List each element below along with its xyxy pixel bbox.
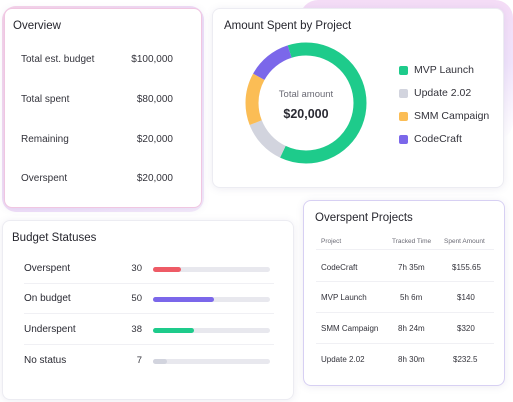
donut-center-label: Total amount <box>278 89 334 100</box>
status-count: 7 <box>136 355 142 366</box>
cell-tracked-time: 7h 35m <box>398 263 425 272</box>
status-progress-fill <box>153 267 182 272</box>
status-progress-fill <box>153 328 194 333</box>
table-row[interactable]: SMM Campaign 8h 24m $320 <box>321 324 491 338</box>
overview-value: $80,000 <box>136 94 173 105</box>
overspent-projects-card: Overspent Projects Project Tracked Time … <box>303 200 505 386</box>
overview-value: $20,000 <box>136 173 173 184</box>
status-progress-fill <box>153 359 168 364</box>
cell-project: SMM Campaign <box>321 324 379 333</box>
status-row-on-budget: On budget 50 <box>24 293 274 307</box>
table-row[interactable]: MVP Launch 5h 6m $140 <box>321 293 491 307</box>
legend-label: CodeCraft <box>414 133 462 145</box>
column-header-spent-amount: Spent Amount <box>444 238 485 245</box>
cell-tracked-time: 8h 30m <box>398 355 425 364</box>
status-divider <box>24 344 274 345</box>
cell-project: Update 2.02 <box>321 355 365 364</box>
legend-swatch <box>399 66 408 75</box>
table-divider <box>316 312 494 313</box>
legend-swatch <box>399 112 408 121</box>
cell-project: MVP Launch <box>321 293 367 302</box>
table-divider <box>316 343 494 344</box>
overview-card: Overview Total est. budget $100,000 Tota… <box>4 8 202 208</box>
cell-spent-amount: $140 <box>457 293 475 302</box>
cell-spent-amount: $155.65 <box>452 263 481 272</box>
overview-value: $100,000 <box>131 54 173 65</box>
donut-chart <box>245 42 367 164</box>
status-progress-track <box>153 267 270 272</box>
status-progress-fill <box>153 297 214 302</box>
amount-spent-title: Amount Spent by Project <box>224 20 352 32</box>
status-label: On budget <box>24 293 71 304</box>
status-divider <box>24 313 274 314</box>
overview-value: $20,000 <box>136 134 173 145</box>
legend-label: SMM Campaign <box>414 110 490 122</box>
status-row-underspent: Underspent 38 <box>24 324 274 338</box>
status-label: Underspent <box>24 324 76 335</box>
budget-statuses-title: Budget Statuses <box>12 232 97 244</box>
overview-title: Overview <box>13 20 61 32</box>
cell-tracked-time: 5h 6m <box>400 293 423 302</box>
donut-center-value: $20,000 <box>283 107 329 121</box>
overview-label: Total est. budget <box>21 54 95 65</box>
column-header-tracked-time: Tracked Time <box>392 238 432 245</box>
legend-swatch <box>399 135 408 144</box>
cell-spent-amount: $232.5 <box>453 355 478 364</box>
status-label: No status <box>24 355 67 366</box>
overview-label: Total spent <box>21 94 70 105</box>
status-progress-track <box>153 297 270 302</box>
status-count: 50 <box>131 293 142 304</box>
status-progress-track <box>153 359 270 364</box>
legend-label: MVP Launch <box>414 64 474 76</box>
overspent-projects-title: Overspent Projects <box>315 212 413 224</box>
status-count: 38 <box>131 324 142 335</box>
status-count: 30 <box>131 263 142 274</box>
donut-segment-smm-campaign[interactable] <box>245 42 367 164</box>
column-header-project: Project <box>321 238 342 245</box>
cell-spent-amount: $320 <box>457 324 475 333</box>
legend-label: Update 2.02 <box>414 87 472 99</box>
table-divider <box>316 249 494 250</box>
budget-statuses-card: Budget Statuses Overspent 30 On budget 5… <box>2 220 294 400</box>
table-row[interactable]: Update 2.02 8h 30m $232.5 <box>321 355 491 369</box>
table-row[interactable]: CodeCraft 7h 35m $155.65 <box>321 263 491 277</box>
status-divider <box>24 283 274 284</box>
status-row-no-status: No status 7 <box>24 355 274 369</box>
donut-segment-mvp-launch[interactable] <box>245 42 367 164</box>
status-label: Overspent <box>24 263 71 274</box>
status-row-overspent: Overspent 30 <box>24 263 274 277</box>
amount-spent-card: Amount Spent by Project Total amount $20… <box>212 8 504 188</box>
legend-swatch <box>399 89 408 98</box>
cell-tracked-time: 8h 24m <box>398 324 425 333</box>
cell-project: CodeCraft <box>321 263 358 272</box>
status-progress-track <box>153 328 270 333</box>
overview-label: Overspent <box>21 173 68 184</box>
table-divider <box>316 281 494 282</box>
overview-label: Remaining <box>21 134 69 145</box>
